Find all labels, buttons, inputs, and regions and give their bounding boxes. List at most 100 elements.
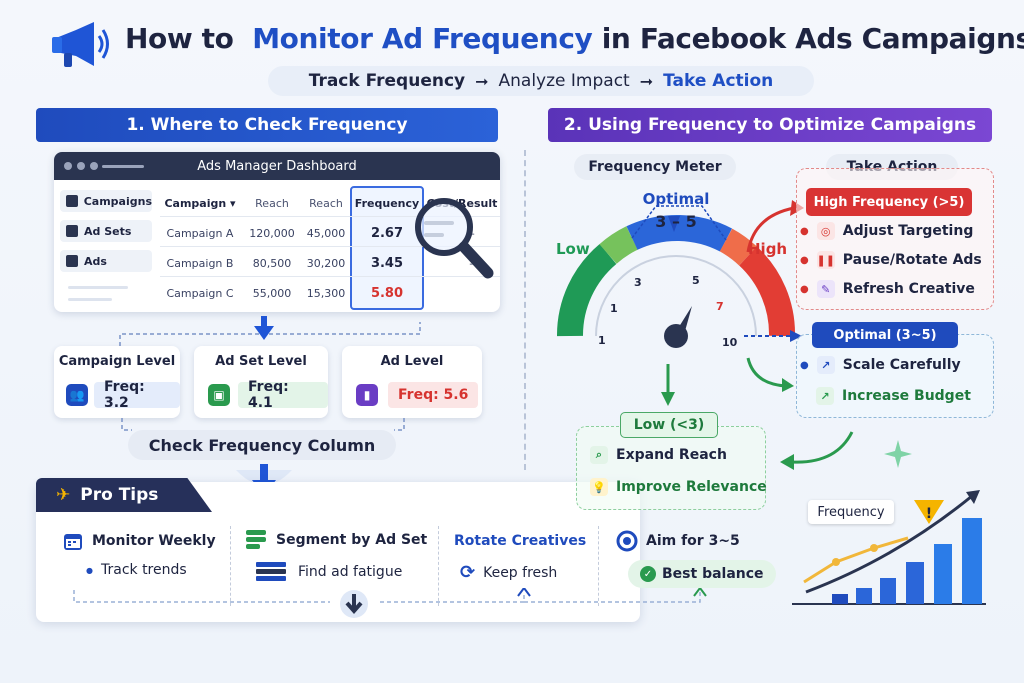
ad-level-card: Ad Level ▮ Freq: 5.6 xyxy=(342,346,482,418)
frequency-value: 2.67 xyxy=(370,225,404,241)
tip-keep-fresh: ⟳ Keep fresh xyxy=(460,562,558,583)
adset-freq-value: Freq: 4.1 xyxy=(238,379,328,411)
check-circle-icon: ✓ xyxy=(640,566,656,582)
tip-connectors xyxy=(73,588,707,618)
arrow-to-optimal xyxy=(744,330,802,342)
low-frequency-pill: Low (<3) xyxy=(620,412,718,438)
adset-icon: ▣ xyxy=(208,384,230,406)
tip-rotate-creatives: Rotate Creatives xyxy=(454,533,587,549)
section-divider xyxy=(524,150,526,470)
sidebar-placeholder xyxy=(68,286,128,289)
arrow-right-icon: ➞ xyxy=(475,71,489,91)
arrow-curve xyxy=(746,357,794,392)
tick-label: 7 xyxy=(716,300,724,313)
check-frequency-column: Check Frequency Column xyxy=(128,430,396,460)
low-frequency-box xyxy=(576,426,766,510)
target-icon xyxy=(616,530,638,552)
tip-separator xyxy=(598,526,599,606)
frequency-trend-chart: ! xyxy=(792,490,986,605)
users-icon: 👥 xyxy=(66,384,88,406)
campaign-level-card: Campaign Level 👥 Freq: 3.2 xyxy=(54,346,180,418)
table-cell: 15,300 xyxy=(306,286,346,300)
tip-separator xyxy=(438,526,439,606)
checkbox-icon xyxy=(66,195,78,207)
section2-banner: 2. Using Frequency to Optimize Campaigns xyxy=(548,108,992,142)
table-cell: 80,500 xyxy=(252,256,292,270)
page-title: How to Monitor Ad Frequency in Facebook … xyxy=(125,22,1024,55)
ad-freq-value: Freq: 5.6 xyxy=(388,382,479,408)
tip-segment-adset: Segment by Ad Set xyxy=(246,530,427,550)
tick-label: 10 xyxy=(722,336,738,349)
col-reach[interactable]: Reach xyxy=(255,196,289,210)
edit-icon: ✎ xyxy=(816,280,835,298)
optimal-range: 3 – 5 xyxy=(655,212,697,231)
tick-label: 1 xyxy=(598,334,606,347)
table-cell: Campaign B xyxy=(166,256,234,270)
card-icon xyxy=(66,255,78,267)
pause-icon: ❚❚ xyxy=(817,251,835,269)
action-expand-reach: ⌕ Expand Reach xyxy=(590,446,727,464)
sidebar-placeholder xyxy=(68,298,112,301)
step-analyze: Analyze Impact xyxy=(498,71,630,91)
growth-icon: ↗ xyxy=(816,387,834,405)
frequency-meter-label: Frequency Meter xyxy=(574,154,736,180)
rocket-icon: ✈ xyxy=(56,485,71,505)
target-icon: ◎ xyxy=(816,222,835,240)
adset-level-card: Ad Set Level ▣ Freq: 4.1 xyxy=(194,346,328,418)
tip-best-balance: ✓ Best balance xyxy=(628,560,776,588)
sparkle-icon xyxy=(884,440,912,468)
tick-label: 1 xyxy=(610,302,618,315)
tick-label: 3 xyxy=(634,276,642,289)
tip-find-fatigue: Find ad fatigue xyxy=(256,562,402,582)
tip-track-trends: ● Track trends xyxy=(86,562,187,578)
bar-chart-icon: ▮ xyxy=(356,384,378,406)
dashboard-title: Ads Manager Dashboard xyxy=(197,158,357,174)
window-dots xyxy=(64,162,98,170)
trend-up-icon: ↗ xyxy=(816,356,835,374)
col-reach-2[interactable]: Reach xyxy=(309,196,343,210)
tip-aim-range: Aim for 3~5 xyxy=(616,530,740,552)
tip-separator xyxy=(230,526,231,606)
lightbulb-icon: 💡 xyxy=(590,478,608,496)
titlebar-line xyxy=(102,165,144,168)
table-cell: 30,200 xyxy=(306,256,346,270)
bracket-lines xyxy=(121,418,405,431)
connector-arrows xyxy=(119,316,421,346)
col-campaign[interactable]: Campaign ▾ xyxy=(164,196,236,210)
section1-banner: 1. Where to Check Frequency xyxy=(36,108,498,142)
frequency-column-highlight xyxy=(350,186,424,310)
high-label: High xyxy=(748,240,788,258)
megaphone-icon xyxy=(52,22,109,67)
frequency-value: 3.45 xyxy=(370,255,404,271)
frequency-value-high: 5.80 xyxy=(370,285,404,301)
sidebar-item-campaigns[interactable]: Campaigns xyxy=(60,190,152,212)
arrow-back xyxy=(780,431,854,470)
table-cell: 120,000 xyxy=(249,226,295,240)
action-increase-budget: ↗ Increase Budget xyxy=(816,387,971,405)
search-icon: ⌕ xyxy=(590,446,608,464)
sidebar-item-ad-sets[interactable]: Ad Sets xyxy=(60,220,152,242)
action-scale-carefully: ● ↗ Scale Carefully xyxy=(800,356,961,374)
stack-icon xyxy=(256,562,286,581)
svg-text:!: ! xyxy=(926,506,932,522)
table-cell: 45,000 xyxy=(306,226,346,240)
steps-pill: Track Frequency ➞ Analyze Impact ➞ Take … xyxy=(268,66,814,96)
high-frequency-pill: High Frequency (>5) xyxy=(806,188,972,216)
step-track: Track Frequency xyxy=(308,71,466,91)
arrow-right-icon: ➞ xyxy=(639,71,654,91)
action-adjust-targeting: ● ◎ Adjust Targeting xyxy=(800,222,974,240)
action-improve-relevance: 💡 Improve Relevance xyxy=(590,478,767,496)
action-pause-rotate: ● ❚❚ Pause/Rotate Ads xyxy=(800,251,982,269)
frequency-gauge xyxy=(556,205,795,348)
sidebar-item-ads[interactable]: Ads xyxy=(60,250,152,272)
magnifier-icon xyxy=(415,198,494,279)
grid-icon xyxy=(66,225,78,237)
table-cell: 55,000 xyxy=(252,286,292,300)
chart-frequency-label: Frequency xyxy=(808,500,894,524)
optimal-label: Optimal xyxy=(642,190,710,208)
campaign-freq-value: Freq: 3.2 xyxy=(94,379,180,411)
col-frequency[interactable]: Frequency xyxy=(354,196,420,210)
calendar-icon xyxy=(64,534,82,550)
layers-icon xyxy=(246,530,266,549)
table-cell: Campaign A xyxy=(166,226,234,240)
